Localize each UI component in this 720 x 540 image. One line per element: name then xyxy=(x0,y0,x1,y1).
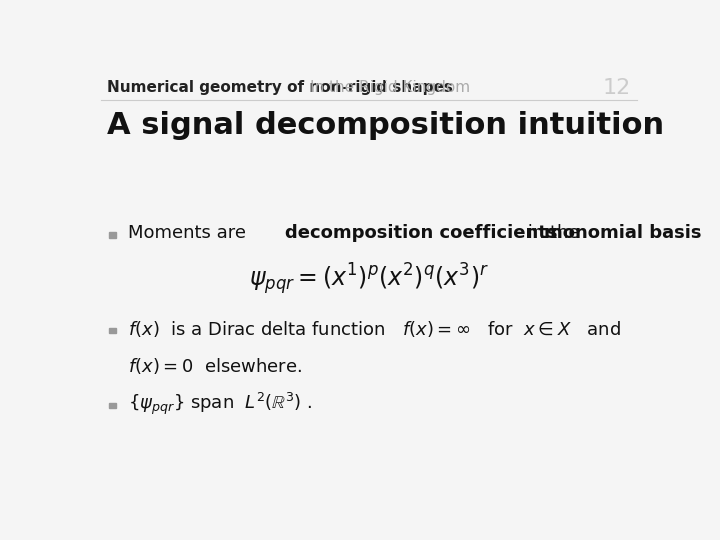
Text: in the: in the xyxy=(522,224,585,242)
FancyBboxPatch shape xyxy=(109,232,116,238)
Text: A signal decomposition intuition: A signal decomposition intuition xyxy=(107,111,664,140)
Text: In the Rigid Kingdom: In the Rigid Kingdom xyxy=(310,80,471,95)
Text: decomposition coefficients: decomposition coefficients xyxy=(285,224,557,242)
Text: monomial basis: monomial basis xyxy=(544,224,701,242)
FancyBboxPatch shape xyxy=(109,328,116,333)
Text: $f(x)$  is a Dirac delta function   $f(x) = \infty$   for  $x \in X$   and: $f(x)$ is a Dirac delta function $f(x) =… xyxy=(128,319,621,339)
Text: $\psi_{pqr} = (x^1)^p(x^2)^q(x^3)^r$: $\psi_{pqr} = (x^1)^p(x^2)^q(x^3)^r$ xyxy=(249,261,489,297)
Text: Moments are: Moments are xyxy=(128,224,252,242)
Text: Numerical geometry of non-rigid shapes: Numerical geometry of non-rigid shapes xyxy=(107,80,453,95)
Text: 12: 12 xyxy=(603,78,631,98)
FancyBboxPatch shape xyxy=(109,403,116,408)
Text: $f(x) = 0$  elsewhere.: $f(x) = 0$ elsewhere. xyxy=(128,356,302,376)
Text: $\{\psi_{pqr}\}$ span  $L^2(\mathbb{R}^3)$ .: $\{\psi_{pqr}\}$ span $L^2(\mathbb{R}^3)… xyxy=(128,390,312,417)
